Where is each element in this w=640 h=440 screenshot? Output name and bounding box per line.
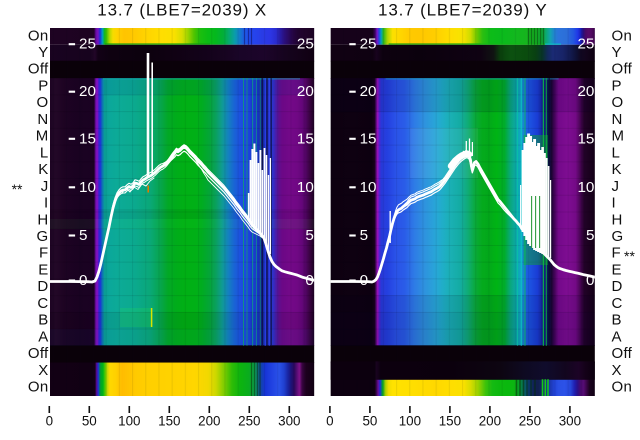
svg-text:200: 200	[479, 414, 501, 429]
svg-text:0: 0	[79, 272, 87, 289]
svg-text:N: N	[37, 111, 48, 128]
svg-text:250: 250	[519, 414, 541, 429]
svg-text:P: P	[612, 77, 622, 94]
svg-text:300: 300	[559, 414, 581, 429]
svg-text:M: M	[612, 128, 625, 145]
svg-text:10: 10	[360, 179, 377, 196]
svg-text:0: 0	[305, 272, 313, 289]
svg-text:300: 300	[278, 414, 300, 429]
svg-text:10: 10	[577, 179, 594, 196]
svg-text:B: B	[612, 312, 622, 329]
svg-text:A: A	[612, 328, 622, 345]
svg-text:J: J	[41, 178, 49, 195]
svg-text:On: On	[612, 27, 633, 44]
svg-text:J: J	[612, 178, 620, 195]
svg-text:X: X	[38, 362, 48, 379]
svg-text:250: 250	[238, 414, 260, 429]
svg-text:25: 25	[79, 36, 96, 53]
svg-text:5: 5	[586, 227, 594, 244]
svg-text:Y: Y	[612, 44, 622, 61]
svg-text:50: 50	[362, 414, 377, 429]
svg-text:N: N	[612, 111, 623, 128]
svg-text:15: 15	[577, 130, 594, 147]
svg-text:**: **	[624, 248, 635, 264]
svg-text:On: On	[28, 27, 49, 44]
svg-text:25: 25	[360, 36, 377, 53]
svg-text:D: D	[612, 278, 623, 295]
svg-text:15: 15	[297, 130, 314, 147]
svg-text:0: 0	[360, 272, 368, 289]
svg-text:100: 100	[399, 414, 421, 429]
svg-text:5: 5	[79, 227, 87, 244]
svg-text:10: 10	[297, 179, 314, 196]
svg-text:20: 20	[79, 83, 96, 100]
svg-text:Off: Off	[28, 345, 49, 362]
svg-text:F: F	[39, 245, 48, 262]
svg-text:I: I	[612, 195, 616, 212]
svg-text:H: H	[612, 211, 623, 228]
svg-text:100: 100	[118, 414, 140, 429]
svg-text:H: H	[37, 211, 48, 228]
svg-text:Off: Off	[612, 345, 633, 362]
svg-text:20: 20	[577, 83, 594, 100]
svg-text:150: 150	[439, 414, 461, 429]
svg-text:K: K	[612, 161, 622, 178]
svg-text:10: 10	[79, 179, 96, 196]
svg-text:Y: Y	[38, 44, 48, 61]
svg-text:5: 5	[305, 227, 313, 244]
svg-text:X: X	[612, 362, 622, 379]
svg-text:50: 50	[82, 414, 97, 429]
svg-text:0: 0	[586, 272, 594, 289]
svg-text:M: M	[36, 128, 49, 145]
svg-text:20: 20	[297, 83, 314, 100]
svg-text:L: L	[40, 144, 49, 161]
svg-text:0: 0	[46, 414, 53, 429]
svg-text:P: P	[38, 77, 48, 94]
svg-text:C: C	[37, 295, 48, 312]
svg-text:13.7 (LBE7=2039) X: 13.7 (LBE7=2039) X	[97, 1, 267, 20]
svg-text:G: G	[37, 228, 49, 245]
svg-text:L: L	[612, 144, 621, 161]
svg-text:**: **	[12, 181, 23, 197]
svg-text:Off: Off	[28, 61, 49, 78]
svg-text:A: A	[38, 328, 48, 345]
svg-text:K: K	[38, 161, 48, 178]
svg-text:5: 5	[360, 227, 368, 244]
svg-text:C: C	[612, 295, 623, 312]
svg-text:25: 25	[577, 36, 594, 53]
svg-text:25: 25	[297, 36, 314, 53]
svg-text:F: F	[612, 245, 621, 262]
svg-text:15: 15	[360, 130, 377, 147]
svg-text:On: On	[612, 379, 633, 396]
svg-text:O: O	[37, 94, 49, 111]
svg-text:B: B	[38, 312, 48, 329]
svg-text:13.7 (LBE7=2039) Y: 13.7 (LBE7=2039) Y	[378, 1, 548, 20]
svg-text:On: On	[28, 379, 49, 396]
svg-text:E: E	[38, 261, 48, 278]
svg-text:G: G	[612, 228, 624, 245]
svg-text:Off: Off	[612, 61, 633, 78]
svg-text:E: E	[612, 261, 622, 278]
svg-text:O: O	[612, 94, 624, 111]
svg-text:200: 200	[198, 414, 220, 429]
svg-text:15: 15	[79, 130, 96, 147]
svg-text:20: 20	[360, 83, 377, 100]
svg-text:D: D	[37, 278, 48, 295]
svg-text:0: 0	[326, 414, 333, 429]
svg-text:150: 150	[158, 414, 180, 429]
svg-text:I: I	[44, 195, 48, 212]
